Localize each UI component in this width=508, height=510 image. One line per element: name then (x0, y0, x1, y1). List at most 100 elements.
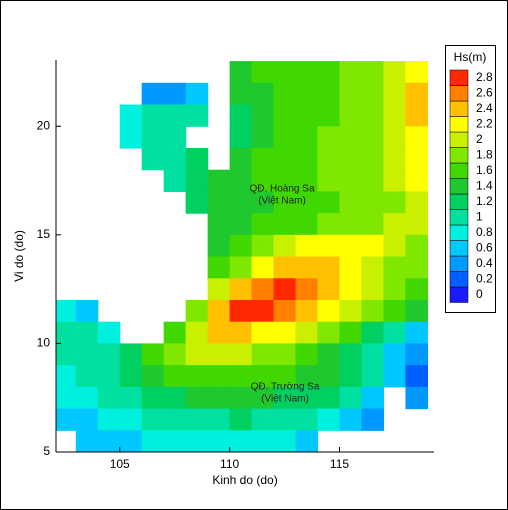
cell (75, 386, 99, 410)
cell (251, 213, 275, 236)
cell (273, 386, 297, 410)
cell (295, 213, 319, 236)
colorbar-title: Hs(m) (454, 50, 487, 64)
cell (339, 234, 363, 258)
cell (295, 386, 319, 410)
cell (273, 408, 297, 431)
cell (361, 299, 385, 323)
cell (97, 365, 121, 388)
cell (317, 126, 341, 149)
cell (273, 169, 297, 192)
cell (119, 104, 143, 127)
cell (295, 147, 319, 171)
cell (207, 191, 231, 214)
cell (273, 430, 297, 452)
cell (229, 126, 253, 149)
cell (295, 104, 319, 127)
cell (273, 104, 297, 127)
cell (56, 321, 77, 345)
cell (185, 169, 209, 192)
colorbar-label: 1.6 (476, 163, 493, 177)
cell (141, 147, 165, 171)
cell (251, 386, 275, 410)
cell (163, 430, 187, 452)
cell (295, 191, 319, 214)
cell (339, 408, 363, 431)
cell (361, 61, 385, 84)
colorbar-swatch (449, 100, 469, 117)
cell (383, 365, 407, 388)
cell (361, 147, 385, 171)
cell (339, 169, 363, 192)
cell (273, 278, 297, 301)
cell (361, 191, 385, 214)
cell (295, 61, 319, 84)
cell (295, 343, 319, 366)
cell (185, 430, 209, 452)
colorbar-swatch (449, 116, 469, 133)
cell (56, 386, 77, 410)
cell (317, 234, 341, 258)
colorbar-label: 0.6 (476, 240, 493, 254)
cell (339, 82, 363, 106)
cell (229, 234, 253, 258)
cell (56, 343, 77, 366)
cell (229, 343, 253, 366)
cell (361, 343, 385, 366)
colorbar-label: 1.8 (476, 147, 493, 161)
cell (295, 299, 319, 323)
cell (383, 82, 407, 106)
cell (119, 126, 143, 149)
cell (361, 408, 385, 431)
cell (207, 169, 231, 192)
cell (317, 299, 341, 323)
y-tick-label: 5 (43, 444, 50, 458)
field (56, 61, 429, 452)
cell (295, 365, 319, 388)
cell (229, 408, 253, 431)
cell (339, 365, 363, 388)
cell (97, 386, 121, 410)
cell (229, 61, 253, 84)
cell (229, 213, 253, 236)
cell (56, 408, 77, 431)
cell (361, 365, 385, 388)
colorbar-swatch (449, 178, 469, 195)
cell (295, 256, 319, 279)
cell (251, 61, 275, 84)
y-axis-label: Vi do (do) (12, 230, 26, 282)
cell (207, 386, 231, 410)
cell (229, 191, 253, 214)
cell (97, 408, 121, 431)
x-tick-label: 105 (110, 457, 130, 471)
colorbar-swatch (449, 193, 469, 210)
colorbar-swatch (449, 271, 469, 288)
cell (339, 343, 363, 366)
cell (317, 343, 341, 366)
cell (163, 365, 187, 388)
cell (251, 191, 275, 214)
cell (405, 126, 429, 149)
cell (383, 169, 407, 192)
cell (185, 386, 209, 410)
cell (185, 343, 209, 366)
cell (251, 365, 275, 388)
cell (207, 299, 231, 323)
cell (405, 191, 429, 214)
cell (405, 234, 429, 258)
cell (361, 82, 385, 106)
cell (317, 61, 341, 84)
cell (229, 256, 253, 279)
cell (361, 386, 385, 410)
cell (295, 278, 319, 301)
cell (163, 82, 187, 106)
cell (141, 408, 165, 431)
colorbar-swatch (449, 209, 469, 226)
cell (97, 430, 121, 452)
cell (163, 386, 187, 410)
cell (251, 408, 275, 431)
cell (251, 299, 275, 323)
cell (251, 278, 275, 301)
cell (229, 321, 253, 345)
cell (405, 147, 429, 171)
